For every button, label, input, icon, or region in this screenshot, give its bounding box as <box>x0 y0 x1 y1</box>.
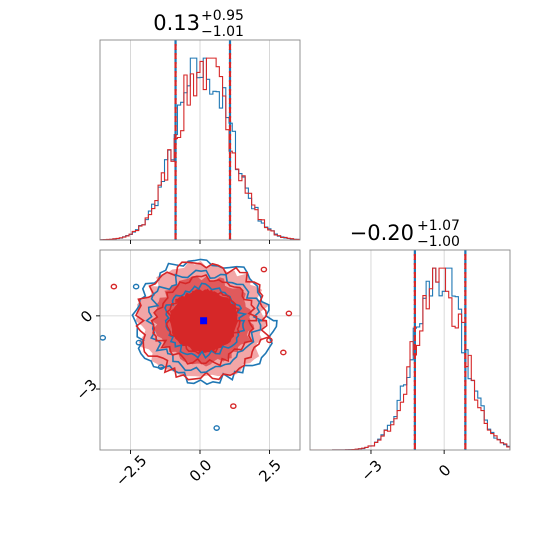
panel-hist-y: −3 0 −0.20 +1.07 −1.00 <box>309 218 511 485</box>
contour-island <box>135 339 143 346</box>
contour-line <box>145 269 263 374</box>
hist-y-title-plus: +1.07 <box>417 218 460 234</box>
x-tick-label: 0.0 <box>186 456 216 486</box>
contour-island <box>132 283 140 290</box>
contour-island <box>230 403 237 409</box>
x-tick-label: 0 <box>435 461 454 480</box>
x-tick-label: −2.5 <box>112 451 150 489</box>
hist-y-marks <box>310 250 510 450</box>
contour-island <box>260 266 268 273</box>
hist-x-grid <box>130 40 270 240</box>
contour-line <box>150 274 258 367</box>
x-tick-label: −3 <box>357 457 385 485</box>
hist-x-title-value: 0.13 <box>153 11 200 35</box>
y-tick-label: 0 <box>77 307 96 326</box>
hist-x-marks <box>100 40 300 240</box>
contour-line <box>134 261 271 381</box>
contour-island <box>110 283 118 290</box>
histogram-red <box>100 57 300 240</box>
hist-x-title: 0.13 <box>153 11 200 35</box>
histogram-red <box>310 267 510 450</box>
x-tick-label: 2.5 <box>255 456 285 486</box>
contour-island <box>100 334 107 341</box>
joint-contours <box>100 258 293 431</box>
hist-y-title-value: −0.20 <box>350 221 414 245</box>
contour-island <box>280 349 287 356</box>
hist-y-title-minus: −1.00 <box>417 234 460 250</box>
hist-y-frame <box>309 249 511 451</box>
hist-x-title-minus: −1.01 <box>201 24 244 40</box>
contour-island <box>213 425 220 431</box>
panel-hist-x: 0.13 +0.95 −1.01 <box>99 8 301 244</box>
hist-x-ticks <box>130 240 270 244</box>
y-tick-label: −3 <box>73 376 101 404</box>
hist-x-title-plus: +0.95 <box>201 8 244 24</box>
contour-island <box>157 364 165 370</box>
panel-joint-xy: −2.5 0.0 2.5 0 −3 <box>73 249 301 490</box>
hist-y-ticks: −3 0 <box>357 450 455 485</box>
contour-line <box>164 282 248 360</box>
hist-y-grid <box>370 250 445 450</box>
contour-island <box>266 337 273 344</box>
truth-marker <box>200 317 208 325</box>
contour-line <box>165 289 241 355</box>
contour-island <box>285 310 293 317</box>
